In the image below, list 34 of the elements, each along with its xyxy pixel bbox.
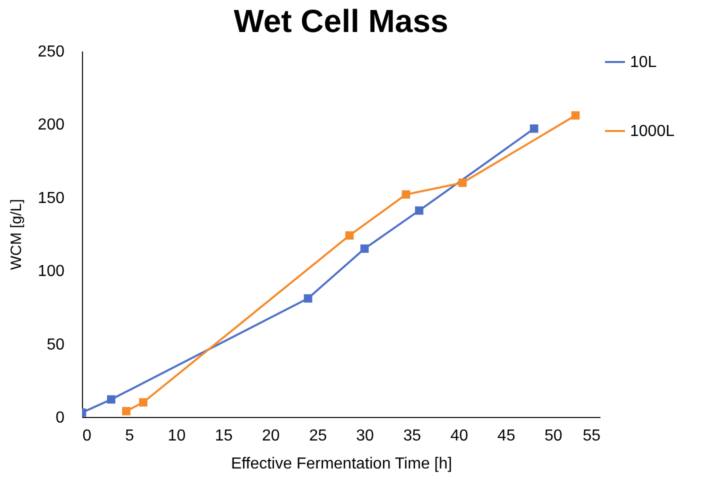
x-tick-label: 35	[403, 428, 422, 444]
y-tick-label: 100	[38, 263, 65, 280]
y-tick-label: 0	[56, 410, 65, 426]
x-tick-label: 10	[168, 428, 186, 444]
y-tick-label: 200	[38, 116, 65, 134]
point	[360, 244, 369, 253]
y-tick-label: 250	[38, 44, 65, 60]
x-axis-title: Effective Fermentation Time [h]	[230, 456, 452, 472]
y-tick-label: 150	[38, 190, 65, 207]
legend-label: 10L	[630, 54, 657, 71]
point	[530, 124, 538, 133]
point	[414, 206, 424, 215]
point	[345, 231, 354, 240]
point	[107, 395, 116, 404]
x-tick-label: 15	[214, 428, 233, 444]
x-tick-label: 0	[82, 428, 92, 444]
point	[458, 178, 467, 187]
y-tick-label: 50	[46, 336, 65, 354]
y-axis-title: WCM [g/L]	[8, 199, 25, 270]
x-tick-label: 30	[356, 428, 374, 444]
x-tick-label: 55	[582, 428, 601, 444]
point	[304, 294, 312, 303]
x-tick-label: 5	[125, 428, 134, 444]
x-tick-label: 40	[450, 428, 468, 444]
legend-label: 1000L	[630, 123, 675, 140]
point	[139, 398, 148, 407]
x-tick-label: 20	[262, 428, 280, 444]
point	[402, 190, 410, 199]
x-tick-label: 25	[309, 428, 327, 444]
point	[122, 406, 130, 416]
chart-title: Wet Cell Mass	[234, 3, 448, 39]
point	[571, 111, 580, 120]
x-tick-label: 50	[544, 428, 562, 444]
x-tick-label: 45	[497, 428, 516, 444]
